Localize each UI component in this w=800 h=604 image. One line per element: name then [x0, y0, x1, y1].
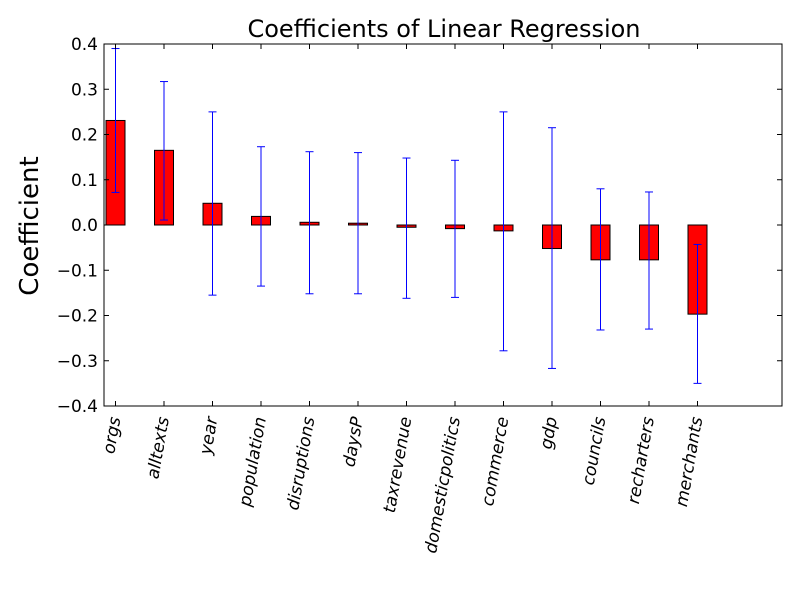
y-axis-ticks: 0.4 0.3 0.2 0.1 0.0 −0.1 −0.2 −0.3 −0.4 [57, 35, 782, 417]
chart-title: Coefficients of Linear Regression [247, 15, 640, 43]
y-tick-label: −0.2 [57, 307, 98, 327]
y-axis-label: Coefficient [15, 156, 45, 295]
y-tick-label: 0.4 [71, 35, 98, 55]
y-tick-label: 0.1 [71, 171, 98, 191]
plot-area-frame [103, 43, 783, 407]
chart-marks [105, 48, 708, 384]
y-tick-label: 0.2 [71, 126, 98, 146]
y-tick-label: 0.3 [71, 80, 98, 100]
y-tick-label: −0.3 [57, 352, 98, 372]
y-tick-label: 0.0 [71, 216, 98, 236]
y-tick-label: −0.1 [57, 261, 98, 281]
y-tick-label: −0.4 [57, 397, 98, 417]
